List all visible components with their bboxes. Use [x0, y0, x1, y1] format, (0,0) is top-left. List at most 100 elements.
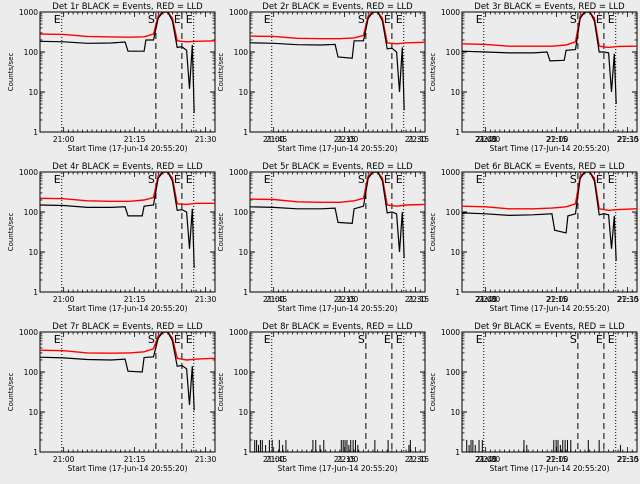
marker-label-s: S	[358, 333, 365, 346]
x-tick-label: 22:30	[479, 135, 501, 144]
y-tick-label: 1	[455, 128, 460, 137]
y-tick-label: 1	[455, 288, 460, 297]
marker-label-s: S	[570, 13, 577, 26]
y-tick-label: 10	[450, 408, 460, 417]
detector-panel-9: Det 9r BLACK = Events, RED = LLD 1 10 100 10…	[429, 322, 639, 473]
panel-title: Det 6r BLACK = Events, RED = LLD	[474, 162, 625, 172]
y-tick-label: 1000	[229, 168, 248, 177]
y-tick-label: 100	[234, 208, 249, 217]
y-tick-label: 1	[243, 288, 248, 297]
y-tick-label: 10	[28, 88, 38, 97]
marker-label-s: S	[148, 13, 155, 26]
x-tick-label: 21:00	[475, 295, 497, 304]
marker-label-e: E	[186, 333, 193, 346]
x-tick-label: 21:15	[124, 135, 146, 144]
plot-frame	[461, 11, 638, 133]
x-axis-label: Start Time (17-Jun-14 20:55:20)	[490, 144, 610, 153]
y-tick-label: 100	[24, 48, 39, 57]
x-tick-label: 21:45	[266, 135, 288, 144]
lld-series-line	[40, 172, 215, 206]
x-tick-label: 22:15	[618, 455, 640, 464]
x-axis-label: Start Time (17-Jun-14 20:55:20)	[68, 144, 188, 153]
x-tick-label: 22:00	[337, 295, 359, 304]
x-tick-label: 21:15	[124, 455, 146, 464]
y-axis-label: Counts/sec	[429, 53, 437, 92]
x-tick-label: 21:00	[475, 455, 497, 464]
plot-frame	[39, 331, 216, 453]
lld-series-line	[462, 172, 637, 212]
y-tick-label: 1	[243, 448, 248, 457]
marker-label-e: E	[596, 333, 603, 346]
x-tick-label: 21:30	[617, 295, 639, 304]
x-tick-label: 21:00	[263, 135, 285, 144]
y-tick-label: 1	[33, 128, 38, 137]
x-tick-label: 21:15	[546, 455, 568, 464]
lld-series-line	[250, 12, 425, 45]
y-axis-label: Counts/sec	[217, 213, 225, 252]
x-tick-label: 21:15	[334, 135, 356, 144]
y-axis-label: Counts/sec	[7, 53, 15, 92]
x-axis-label: Start Time (17-Jun-14 20:55:20)	[278, 304, 398, 313]
x-tick-label: 21:30	[617, 455, 639, 464]
x-tick-label: 21:15	[334, 455, 356, 464]
marker-label-e: E	[384, 13, 391, 26]
marker-label-e: E	[396, 13, 403, 26]
x-tick-label: 21:45	[476, 455, 498, 464]
detector-panel-1: Det 1r BLACK = Events, RED = LLD 1 10 100 10…	[7, 2, 500, 153]
detector-panel-4: Det 4r BLACK = Events, RED = LLD 1 10 100 10…	[7, 162, 500, 313]
x-axis-label: Start Time (17-Jun-14 20:55:20)	[68, 304, 188, 313]
x-tick-label: 21:00	[263, 455, 285, 464]
y-axis-label: Counts/sec	[7, 373, 15, 412]
y-tick-label: 100	[446, 208, 461, 217]
y-tick-label: 10	[450, 88, 460, 97]
y-tick-label: 10	[28, 408, 38, 417]
x-tick-label: 22:15	[618, 135, 640, 144]
x-tick-label: 21:30	[195, 135, 217, 144]
y-tick-label: 100	[446, 48, 461, 57]
panel-title: Det 9r BLACK = Events, RED = LLD	[474, 322, 625, 332]
x-tick-label: 21:00	[53, 135, 75, 144]
marker-label-e: E	[384, 173, 391, 186]
lld-series-line	[40, 12, 215, 43]
x-tick-label: 21:15	[546, 295, 568, 304]
x-tick-label: 22:15	[408, 135, 430, 144]
plot-frame	[249, 331, 426, 453]
x-tick-label: 21:30	[617, 135, 639, 144]
y-axis-label: Counts/sec	[429, 373, 437, 412]
y-tick-label: 1000	[19, 168, 38, 177]
x-axis-label: Start Time (17-Jun-14 20:55:20)	[490, 304, 610, 313]
x-tick-label: 21:00	[475, 135, 497, 144]
lld-series-line	[40, 332, 215, 361]
x-tick-label: 21:00	[263, 295, 285, 304]
marker-label-s: S	[570, 333, 577, 346]
detector-panel-7: Det 7r BLACK = Events, RED = LLD 1 10 100 10…	[7, 322, 500, 473]
x-tick-label: 22:30	[479, 295, 501, 304]
marker-label-e: E	[476, 333, 483, 346]
y-axis-label: Counts/sec	[429, 213, 437, 252]
x-tick-label: 21:30	[195, 295, 217, 304]
detector-panel-6: Det 6r BLACK = Events, RED = LLD 1 10 100 10…	[429, 162, 639, 313]
events-series-line	[40, 172, 195, 268]
x-tick-label: 22:00	[547, 295, 569, 304]
marker-label-e: E	[264, 173, 271, 186]
x-tick-label: 22:30	[479, 455, 501, 464]
x-tick-label: 21:15	[124, 295, 146, 304]
plot-frame	[39, 171, 216, 293]
x-tick-label: 21:45	[476, 295, 498, 304]
panel-title: Det 5r BLACK = Events, RED = LLD	[262, 162, 413, 172]
plot-frame	[461, 171, 638, 293]
x-tick-label: 22:15	[618, 295, 640, 304]
marker-label-e: E	[608, 333, 615, 346]
events-series-line	[250, 172, 405, 259]
marker-label-e: E	[596, 13, 603, 26]
y-tick-label: 100	[234, 48, 249, 57]
x-tick-label: 21:30	[195, 455, 217, 464]
events-series-line	[40, 332, 195, 411]
x-tick-label: 21:45	[266, 455, 288, 464]
detector-panel-2: Det 2r BLACK = Events, RED = LLD 1 10 100 10…	[217, 2, 640, 153]
y-tick-label: 100	[24, 208, 39, 217]
x-tick-label: 21:15	[546, 135, 568, 144]
marker-label-e: E	[174, 13, 181, 26]
plot-frame	[249, 11, 426, 133]
